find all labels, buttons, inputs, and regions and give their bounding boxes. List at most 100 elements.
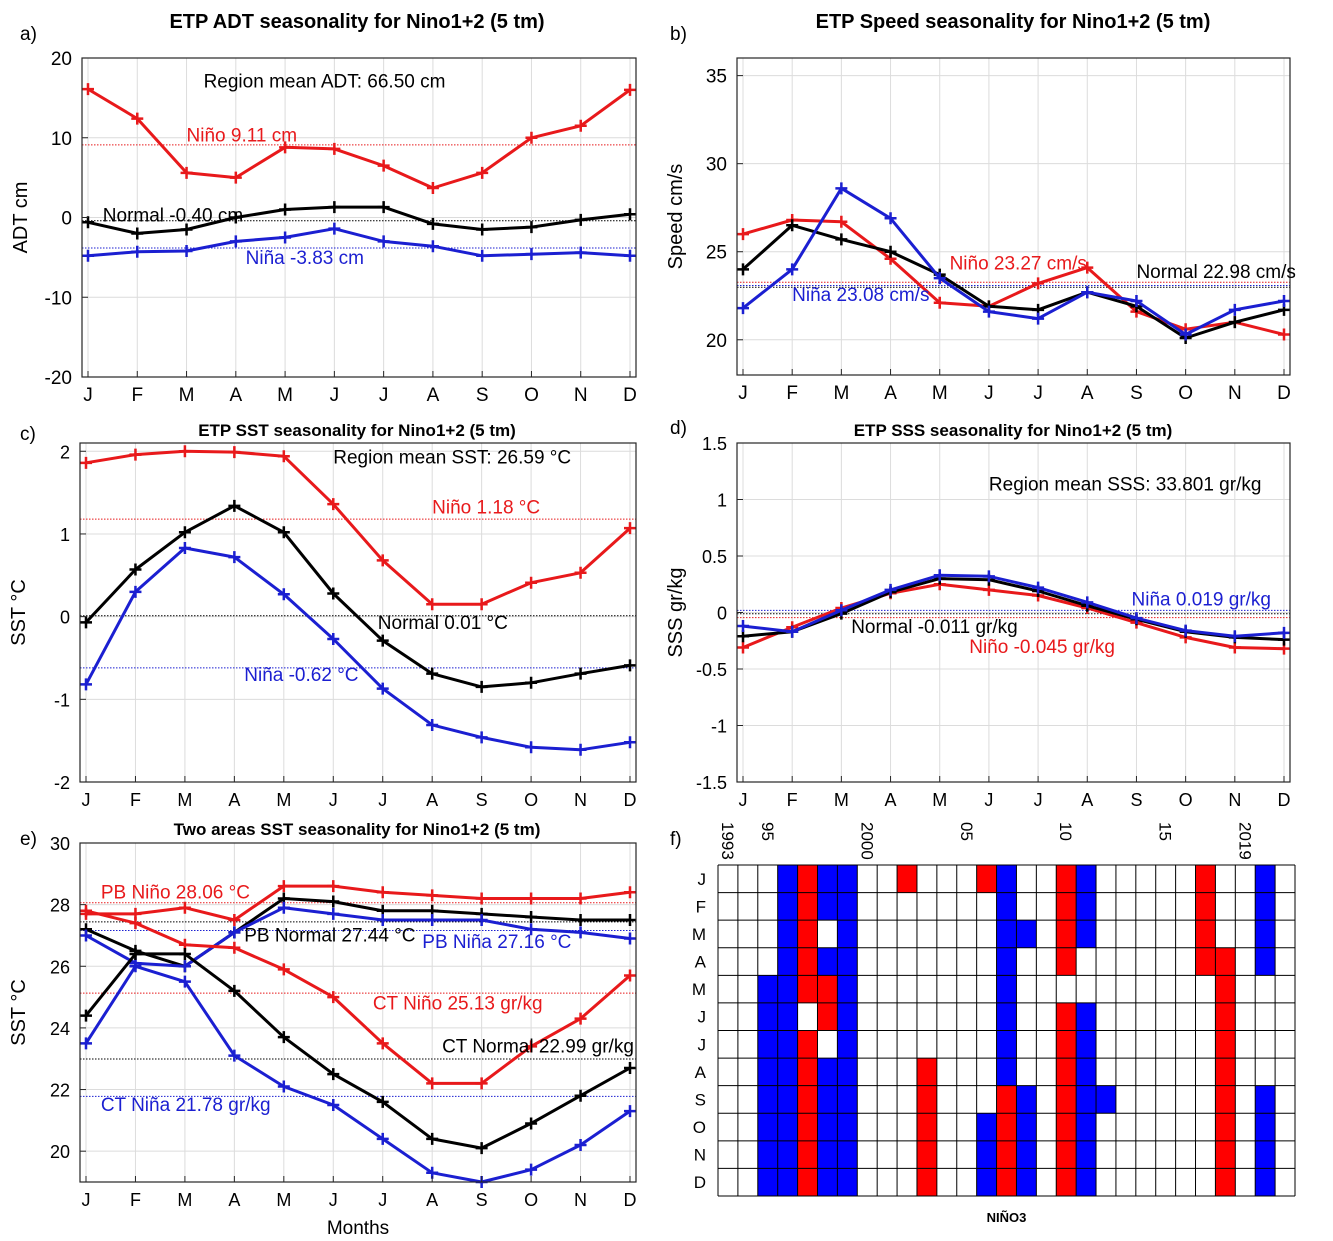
heatmap-cell — [797, 947, 818, 976]
panel-5-series-4-marker — [475, 1142, 488, 1155]
panel-5-series-5-marker — [624, 1105, 636, 1118]
panel-5-series-3-marker — [80, 904, 92, 917]
heatmap-cell — [1036, 1030, 1057, 1059]
panel-1-series-2-marker — [82, 249, 94, 262]
panel-1-letter: a) — [20, 24, 37, 45]
heatmap-cell — [757, 1002, 778, 1031]
heatmap-cell — [877, 1030, 898, 1059]
heatmap-cell — [996, 892, 1017, 921]
heatmap-cell — [737, 947, 758, 976]
panel-2-xtick-label: M — [833, 383, 849, 404]
panel-3-series-0-marker — [426, 598, 439, 611]
heatmap-cell — [1235, 892, 1256, 921]
panel-1-annotation-2: Normal -0.40 cm — [103, 205, 243, 226]
heatmap-cell — [1255, 1168, 1276, 1196]
panel-1-series-2-marker — [377, 235, 390, 248]
heatmap-cell — [1016, 920, 1037, 948]
heatmap-cell — [1135, 947, 1156, 976]
heatmap-cell — [817, 1168, 838, 1196]
heatmap-cell — [936, 1058, 957, 1086]
heatmap-cell — [936, 920, 957, 948]
heatmap-cell — [718, 1058, 738, 1086]
panel-1-series-1-marker — [131, 227, 144, 240]
panel-4-ytick-label: -0.5 — [696, 660, 727, 680]
heatmap-cell — [1215, 1002, 1236, 1031]
panel-3-series-0-marker — [277, 450, 290, 463]
heatmap-cell — [1175, 865, 1196, 893]
heatmap-year-label: 15 — [1156, 822, 1175, 841]
heatmap-cell — [1096, 920, 1116, 948]
panel-4-series-2-marker — [1032, 581, 1045, 594]
panel-3-series-2-marker — [624, 736, 636, 749]
panel-3-series-2-marker — [426, 718, 439, 731]
heatmap-cell — [777, 1113, 798, 1141]
panel-1-series-1-marker — [377, 201, 390, 214]
heatmap-cell — [1096, 865, 1116, 893]
heatmap-cell — [996, 1002, 1017, 1031]
panel-1-xtick-label: S — [476, 385, 489, 406]
panel-4-series-2-marker — [737, 620, 749, 633]
heatmap-cell — [1255, 1002, 1276, 1031]
heatmap-cell — [1115, 865, 1136, 893]
heatmap-cell — [1036, 1085, 1057, 1114]
heatmap-cell — [1036, 947, 1057, 976]
heatmap-cell — [737, 920, 758, 948]
heatmap-cell — [1096, 1113, 1116, 1141]
heatmap-cell — [1076, 1002, 1097, 1031]
heatmap-cell — [797, 975, 818, 1003]
panel-4-title: ETP SSS seasonality for Nino1+2 (5 tm) — [854, 421, 1173, 440]
panel-1-xtick-label: J — [83, 385, 93, 406]
panel-5-series-4-line — [84, 952, 631, 1150]
heatmap-cell — [1215, 1030, 1236, 1059]
panel-3-series-2-marker — [277, 588, 290, 601]
heatmap-month-label: S — [695, 1090, 706, 1109]
heatmap-cell — [757, 892, 778, 921]
panel-5-series-0-marker — [277, 880, 290, 893]
heatmap-cell — [777, 1002, 798, 1031]
panel-3-series-0-marker — [80, 456, 92, 469]
panel-4-ytick-label: 1 — [717, 491, 727, 511]
panel-1-series-2-marker — [229, 235, 242, 248]
heatmap-cell — [1255, 1113, 1276, 1141]
panel-5-annotation-0: PB Niño 28.06 °C — [101, 882, 250, 903]
heatmap-cell — [817, 1002, 838, 1031]
panel-3-xtick-label: S — [476, 790, 488, 810]
panel-1-title: ETP ADT seasonality for Nino1+2 (5 tm) — [169, 11, 544, 33]
panel-2-ytick-label: 35 — [706, 67, 727, 88]
heatmap-cell — [1275, 1113, 1295, 1141]
heatmap-cell — [877, 947, 898, 976]
heatmap-month-label: J — [698, 1035, 707, 1054]
panel-3-letter: c) — [20, 424, 36, 445]
heatmap-cell — [1096, 1058, 1116, 1086]
panel-1-series-2-line — [87, 227, 631, 258]
heatmap-month-label: M — [692, 980, 706, 999]
panel-1-series-0-marker — [82, 83, 94, 96]
heatmap-cell — [1135, 892, 1156, 921]
panel-2-xtick-label: F — [786, 383, 798, 404]
panel-5-series-2-marker — [574, 926, 587, 939]
panel-1-ylabel: ADT cm — [10, 182, 32, 254]
heatmap-cell — [1056, 1140, 1077, 1169]
heatmap-month-label: A — [695, 1063, 707, 1082]
panel-5-xtick-label: A — [228, 1190, 240, 1210]
heatmap-cell — [956, 1140, 977, 1169]
panel-5-annotation-2: PB Niña 27.16 °C — [422, 932, 571, 953]
panel-2-series-0-line — [742, 218, 1285, 336]
heatmap-cell — [897, 865, 917, 893]
heatmap-cell — [1215, 1113, 1236, 1141]
heatmap-cell — [1255, 865, 1276, 893]
heatmap-cell — [1115, 975, 1136, 1003]
panel-5-series-1-line — [85, 897, 630, 968]
heatmap-month-label: J — [698, 1008, 707, 1027]
panel-2-xtick-label: S — [1130, 383, 1143, 404]
heatmap-cell — [1056, 947, 1077, 976]
panel-5-series-1-marker — [327, 895, 340, 908]
panel-2-title: ETP Speed seasonality for Nino1+2 (5 tm) — [816, 11, 1211, 33]
heatmap-cell — [897, 1002, 917, 1031]
panel-5-series-2-marker — [624, 932, 636, 945]
heatmap-cell — [857, 947, 878, 976]
panel-1-series-0-marker — [426, 181, 439, 194]
heatmap-cell — [837, 1168, 858, 1196]
panel-3-annotation-1: Niño 1.18 °C — [432, 497, 540, 518]
panel-4-xtick-label: A — [885, 790, 897, 810]
